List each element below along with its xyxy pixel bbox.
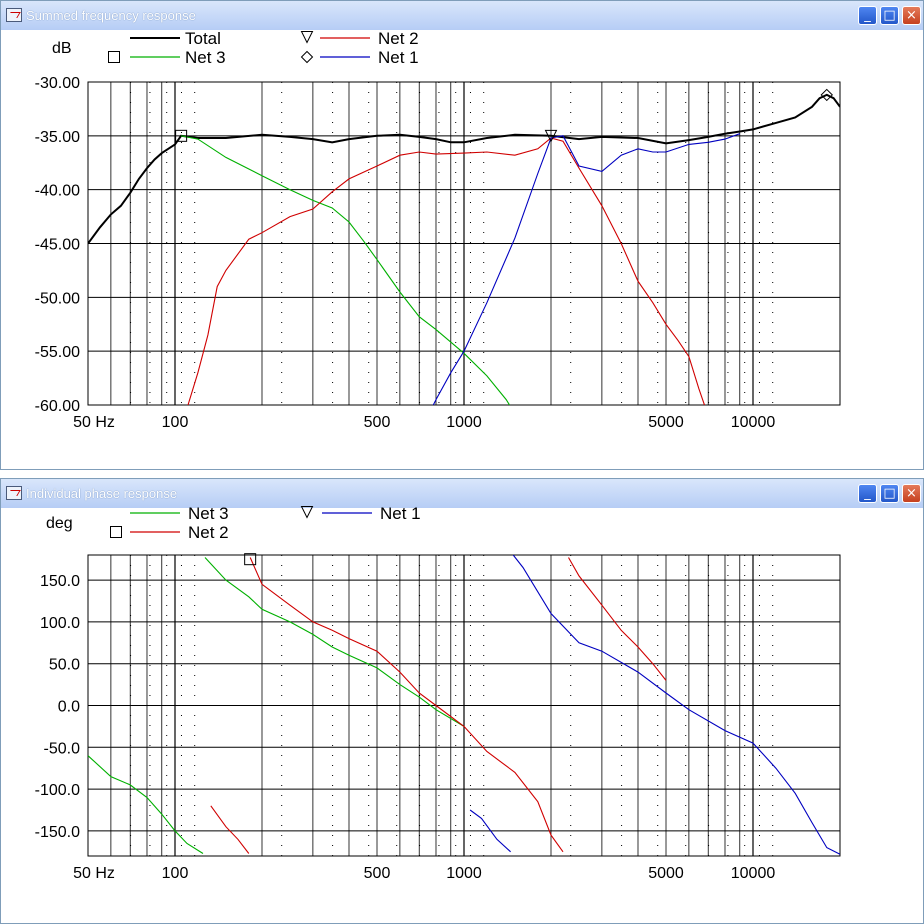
x-tick-label: 5000 [648,414,684,431]
y-tick-label: -35.00 [35,129,80,146]
x-tick-label: 500 [364,414,391,431]
x-tick-label: 5000 [648,865,684,882]
series-net-3 [88,557,465,854]
series-net-2 [210,557,667,854]
series-total [88,93,840,245]
phase-response-window: Individual phase response _ □ × [0,478,924,924]
y-tick-label: 150.0 [40,573,80,590]
y-axis-label: dB [52,40,72,57]
title-bar[interactable]: Individual phase response _ □ × [1,479,923,508]
series-line [180,135,511,405]
y-tick-label: -55.00 [35,344,80,361]
legend-label: Net 2 [378,29,419,48]
y-tick-label: -100.0 [35,782,80,799]
legend-marker-triangle [300,506,314,519]
x-tick-label: 1000 [446,865,482,882]
minimize-button[interactable]: _ [858,484,877,503]
legend-label: Net 1 [380,504,421,523]
data-marker-square [175,129,188,142]
title-bar[interactable]: Summed frequency response _ □ × [1,1,923,30]
series-line [187,137,706,405]
frequency-response-window: Summed frequency response _ □ × [0,0,924,470]
series-net-2 [187,137,706,405]
data-marker-square [244,553,257,566]
series-line [88,755,204,854]
x-tick-label: 100 [162,414,189,431]
y-tick-label: -45.00 [35,237,80,254]
maximize-button[interactable]: □ [880,6,899,25]
window-title: Summed frequency response [26,8,196,23]
legend-label: Total [185,29,221,48]
series-net-1 [469,555,840,855]
x-tick-label: 100 [162,865,189,882]
close-button[interactable]: × [902,6,921,25]
series-line [210,805,250,854]
y-tick-label: -50.0 [44,740,81,757]
series-line [432,133,740,405]
series-line [249,557,564,853]
window-app-icon [6,8,22,22]
legend-label: Net 3 [188,504,229,523]
y-tick-label: 0.0 [58,699,80,716]
series-net-3 [180,135,511,405]
x-tick-label: 10000 [731,865,776,882]
x-tick-label: 10000 [731,414,776,431]
phase-response-chart: deg 150.0 100.0 50.0 0.0 -50.0 -100.0 -150.0 50 … [35,504,841,882]
series-line [88,93,840,245]
grid [88,81,840,406]
window-app-icon [6,486,22,500]
legend-label: Net 3 [185,48,226,67]
series-line [512,555,840,855]
y-tick-label: -60.00 [35,398,80,415]
y-tick-label: -150.0 [35,824,80,841]
data-marker-diamond [820,88,833,102]
series-line [204,557,465,727]
data-marker-triangle [544,129,558,143]
y-tick-label: 50.0 [49,657,80,674]
x-tick-label: 500 [364,865,391,882]
minimize-button[interactable]: _ [858,6,877,25]
x-tick-label: 1000 [446,414,482,431]
y-tick-label: -40.00 [35,183,80,200]
legend-marker-diamond [300,50,314,64]
series-line [469,809,511,853]
x-tick-label: 50 Hz [73,865,115,882]
y-axis-label: deg [46,515,73,532]
legend-marker-triangle [300,31,314,44]
legend-marker-square [110,526,122,538]
legend-label: Net 2 [188,523,229,542]
grid [88,555,840,856]
series-net-1 [432,133,740,405]
x-tick-label: 50 Hz [73,414,115,431]
y-tick-label: -30.00 [35,75,80,92]
maximize-button[interactable]: □ [880,484,899,503]
frequency-response-chart: dB -30.00 -35.00 -40.00 -45.00 -50.00 -55.00 -6… [35,29,841,431]
series-line [568,557,667,681]
close-button[interactable]: × [902,484,921,503]
y-tick-label: -50.00 [35,290,80,307]
y-tick-label: 100.0 [40,615,80,632]
legend-label: Net 1 [378,48,419,67]
legend-marker-square [108,51,120,63]
window-title: Individual phase response [26,486,178,501]
